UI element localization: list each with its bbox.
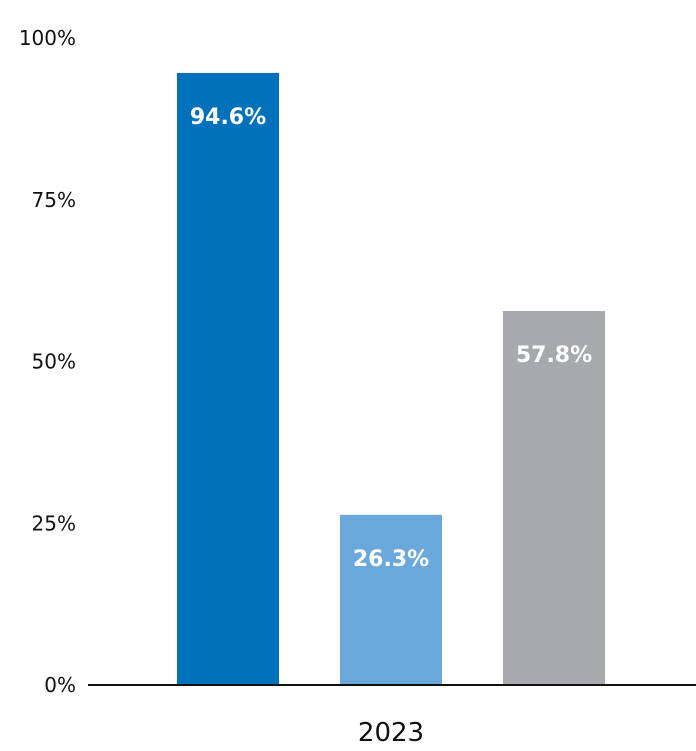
- bars: [177, 72, 605, 686]
- bar-value-label-1: 94.6%: [190, 105, 266, 130]
- bar-2: [340, 514, 442, 685]
- y-tick-label: 100%: [19, 26, 76, 50]
- y-axis-tick-labels: 0% 25% 50% 75% 100%: [19, 26, 76, 697]
- bar-value-label-3: 57.8%: [516, 343, 592, 368]
- bar-value-label-2: 26.3%: [353, 547, 429, 572]
- x-axis-category-label: 2023: [358, 718, 424, 748]
- y-tick-label: 75%: [32, 188, 76, 212]
- bar-1: [177, 72, 279, 686]
- bar-3: [503, 311, 605, 685]
- y-tick-label: 25%: [32, 511, 76, 535]
- data-labels: 94.6% 26.3% 57.8%: [190, 105, 592, 572]
- y-tick-label: 0%: [44, 673, 76, 697]
- y-tick-label: 50%: [32, 350, 76, 374]
